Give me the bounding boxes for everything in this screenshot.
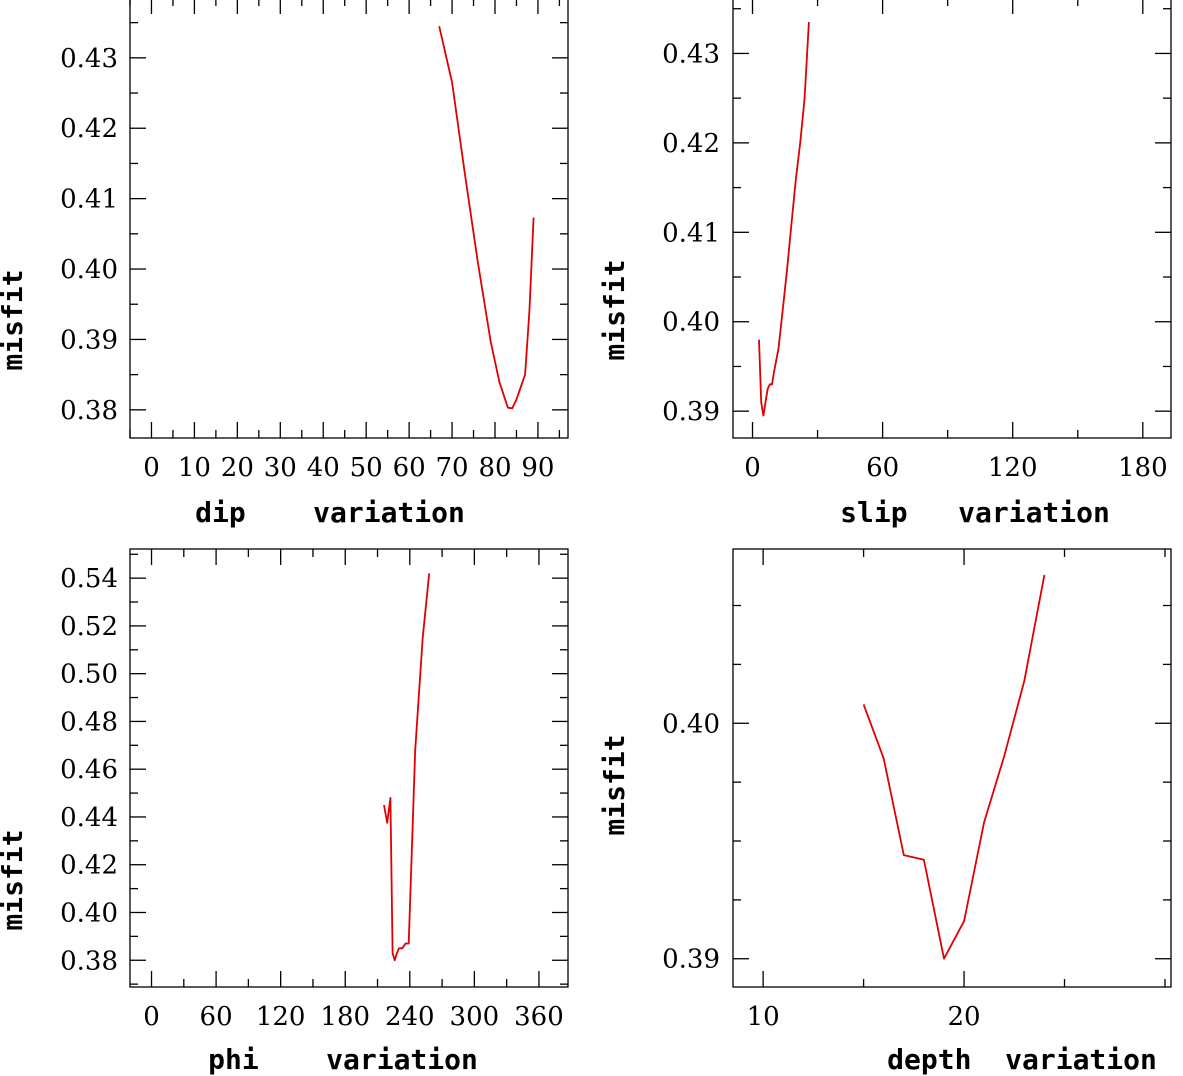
x-axis-label: depth variation (887, 1043, 1157, 1076)
y-tick-label: 0.38 (60, 396, 118, 426)
x-tick-label: 60 (393, 453, 426, 483)
x-tick-label: 240 (385, 1002, 435, 1032)
y-tick-label: 0.43 (662, 39, 720, 69)
y-tick-label: 0.39 (662, 945, 720, 975)
y-tick-label: 0.48 (60, 707, 118, 737)
x-tick-label: 90 (521, 453, 554, 483)
x-tick-label: 0 (143, 453, 160, 483)
y-tick-label: 0.50 (60, 660, 118, 690)
y-axis-label: misfit (598, 259, 631, 360)
x-tick-label: 300 (450, 1002, 500, 1032)
x-tick-label: 180 (320, 1002, 370, 1032)
x-axis-label: slip variation (840, 496, 1110, 529)
x-tick-label: 120 (988, 453, 1038, 483)
x-axis-label: phi variation (208, 1043, 478, 1076)
y-tick-label: 0.46 (60, 755, 118, 785)
y-tick-label: 0.39 (662, 397, 720, 427)
panel-dip: 0 10 20 30 40 50 60 70 80 90 0.38 0.39 0.40 0.41 0.42 0… (0, 0, 569, 529)
y-tick-label: 0.40 (662, 308, 720, 338)
y-tick-label: 0.42 (662, 129, 720, 159)
x-tick-label: 20 (221, 453, 254, 483)
y-tick-label: 0.39 (60, 325, 118, 355)
y-tick-label: 0.40 (60, 898, 118, 928)
y-axis-label: misfit (598, 734, 631, 835)
x-tick-label: 70 (436, 453, 469, 483)
y-tick-label: 0.40 (60, 255, 118, 285)
x-tick-label: 80 (478, 453, 511, 483)
x-tick-label: 30 (264, 453, 297, 483)
misfit-curve (383, 573, 431, 962)
plot-frame (732, 0, 1172, 439)
panel-depth: 10 20 0.39 0.40 depth variation misfit (598, 548, 1172, 1076)
x-tick-label: 60 (866, 453, 899, 483)
y-axis-label: misfit (0, 269, 29, 370)
y-tick-label: 0.52 (60, 612, 118, 642)
panel-phi: 0 60 120 180 240 300 360 0.38 0.40 0.42 0.44 0.46 0.… (0, 548, 569, 1076)
misfit-curve (862, 574, 1046, 960)
x-tick-label: 120 (256, 1002, 306, 1032)
x-tick-label: 0 (744, 453, 761, 483)
y-tick-label: 0.42 (60, 114, 118, 144)
plot-frame (732, 548, 1172, 988)
y-tick-label: 0.38 (60, 946, 118, 976)
y-tick-label: 0.44 (60, 803, 118, 833)
x-tick-label: 10 (747, 1002, 780, 1032)
x-tick-label: 40 (307, 453, 340, 483)
x-tick-label: 10 (178, 453, 211, 483)
x-tick-label: 20 (948, 1002, 981, 1032)
x-tick-label: 180 (1118, 453, 1168, 483)
y-axis-label: misfit (0, 829, 29, 930)
y-tick-label: 0.54 (60, 564, 118, 594)
x-tick-label: 60 (200, 1002, 233, 1032)
plot-frame (129, 0, 569, 439)
misfit-curve (438, 25, 535, 410)
x-tick-label: 50 (350, 453, 383, 483)
y-tick-label: 0.43 (60, 44, 118, 74)
x-axis-label: dip variation (195, 496, 465, 529)
x-tick-label: 360 (514, 1002, 564, 1032)
x-tick-label: 0 (143, 1002, 160, 1032)
y-tick-label: 0.40 (662, 709, 720, 739)
plot-frame (129, 548, 569, 988)
panel-slip: 0 60 120 180 0.39 0.40 0.41 0.42 0.43 slip varia… (598, 0, 1172, 529)
misfit-curve (758, 22, 810, 417)
y-tick-label: 0.41 (60, 185, 118, 215)
y-tick-label: 0.41 (662, 218, 720, 248)
y-tick-label: 0.42 (60, 851, 118, 881)
